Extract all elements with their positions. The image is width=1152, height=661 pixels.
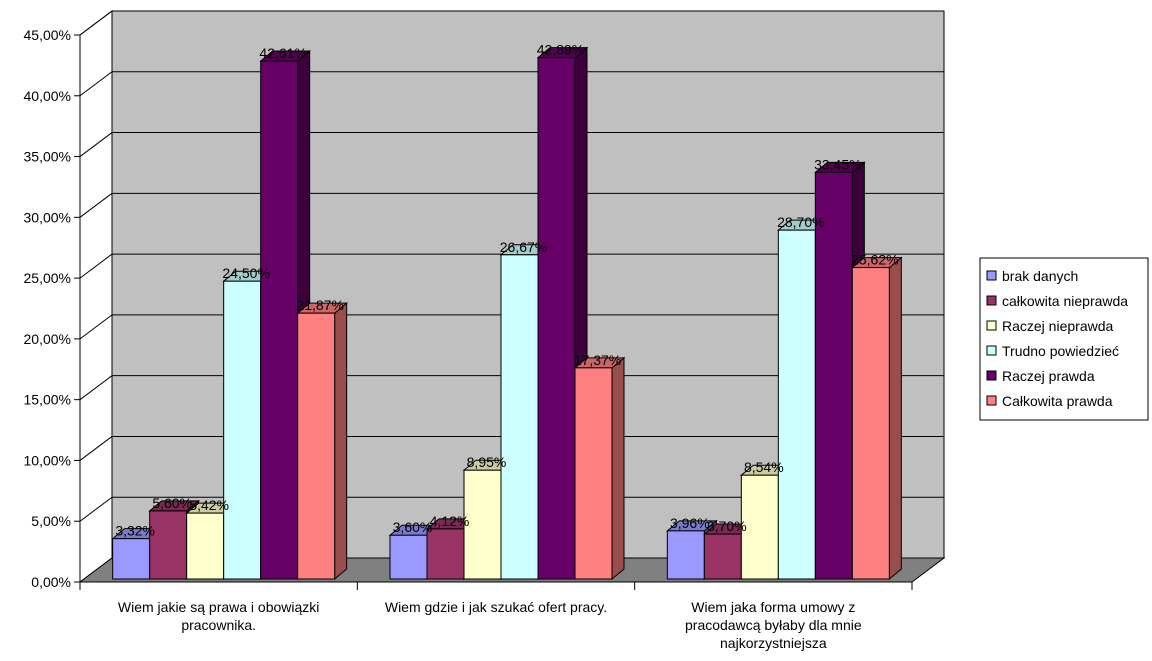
side-gridline xyxy=(79,253,113,279)
data-label: 4,12% xyxy=(430,513,470,529)
category-label: Wiem jakie są prawa i obowiązki xyxy=(118,599,320,615)
data-label: 8,95% xyxy=(467,454,507,470)
bar xyxy=(260,60,299,580)
legend-label: Raczej nieprawda xyxy=(1002,318,1113,334)
bar xyxy=(703,533,742,580)
side-wall xyxy=(79,10,113,583)
bar xyxy=(112,538,151,580)
bar xyxy=(777,229,816,580)
y-tick-label: 20,00% xyxy=(24,331,71,347)
data-label: 3,96% xyxy=(670,515,710,531)
data-label: 28,70% xyxy=(777,214,824,230)
side-gridline xyxy=(79,71,113,97)
category-label: najkorzystniejsza xyxy=(720,635,827,651)
legend-label: Trudno powiedzieć xyxy=(1002,343,1119,359)
category-label: pracodawcą byłaby dla mnie xyxy=(685,617,862,633)
legend-box xyxy=(979,257,1149,421)
bar xyxy=(463,469,502,580)
category-label: pracownika. xyxy=(181,617,256,633)
bar-side xyxy=(888,256,902,581)
side-gridline xyxy=(79,132,113,157)
data-labels: 3,32% 5,60%5,42% 24,50% 42,61% 21,87% 3,60%4,… xyxy=(115,42,898,539)
bar xyxy=(740,474,779,580)
bar xyxy=(389,534,428,580)
side-gridline xyxy=(79,10,113,36)
data-label: 42,61% xyxy=(259,45,306,61)
bar-side xyxy=(611,356,625,581)
legend-swatch xyxy=(986,320,997,331)
legend-swatch xyxy=(986,270,997,281)
data-label: 3,70% xyxy=(707,518,747,534)
legend-swatch xyxy=(986,370,997,381)
side-gridline xyxy=(79,192,113,218)
side-gridline xyxy=(79,375,113,401)
bars xyxy=(111,46,903,581)
data-label: 21,87% xyxy=(296,297,343,313)
data-label: 3,60% xyxy=(393,519,433,535)
legend-label: brak danych xyxy=(1002,268,1078,284)
bar xyxy=(851,267,890,580)
data-label: 24,50% xyxy=(222,265,269,281)
category-label: Wiem jaka forma umowy z xyxy=(691,599,855,615)
data-label: 26,67% xyxy=(500,239,547,255)
legend: brak danych całkowita nieprawda Raczej nie… xyxy=(979,257,1149,421)
y-tick-label: 40,00% xyxy=(24,88,71,104)
y-tick-label: 25,00% xyxy=(24,270,71,286)
y-tick-label: 10,00% xyxy=(24,452,71,468)
bar xyxy=(574,367,613,580)
data-label: 17,37% xyxy=(574,352,621,368)
category-label: Wiem gdzie i jak szukać ofert pracy. xyxy=(385,599,607,615)
data-label: 42,89% xyxy=(537,42,584,58)
side-gridline xyxy=(79,436,113,461)
side-gridline xyxy=(79,496,113,522)
bar-side xyxy=(334,302,348,581)
bar xyxy=(814,171,853,580)
data-label: 5,42% xyxy=(189,497,229,513)
data-label: 33,45% xyxy=(814,156,861,172)
legend-swatch xyxy=(986,345,997,356)
legend-swatch xyxy=(986,295,997,306)
bar xyxy=(537,57,576,580)
y-tick-label: 45,00% xyxy=(24,27,71,43)
legend-label: Raczej prawda xyxy=(1002,368,1095,384)
data-label: 25,62% xyxy=(851,252,898,268)
data-label: 3,32% xyxy=(115,523,155,539)
legend-label: całkowita nieprawda xyxy=(1002,293,1128,309)
bar xyxy=(666,530,705,580)
y-tick-label: 0,00% xyxy=(31,574,71,590)
x-axis-category-labels: Wiem jakie są prawa i obowiązki pracownik… xyxy=(118,599,862,651)
y-axis: 0,00% 5,00% 10,00% 15,00% 20,00% 25,00% 30,00%… xyxy=(24,27,913,590)
bar xyxy=(149,510,188,580)
y-tick-label: 35,00% xyxy=(24,149,71,165)
y-tick-label: 15,00% xyxy=(24,392,71,408)
bar xyxy=(223,280,262,580)
bar xyxy=(186,512,225,580)
bar xyxy=(500,254,539,580)
bar xyxy=(297,312,336,580)
bar xyxy=(426,528,465,580)
data-label: 5,60% xyxy=(152,495,192,511)
y-tick-label: 5,00% xyxy=(31,513,71,529)
data-label: 8,54% xyxy=(744,459,784,475)
legend-swatch xyxy=(986,395,997,406)
legend-label: Całkowita prawda xyxy=(1002,393,1113,409)
side-gridline xyxy=(79,314,113,340)
y-tick-label: 30,00% xyxy=(24,209,71,225)
